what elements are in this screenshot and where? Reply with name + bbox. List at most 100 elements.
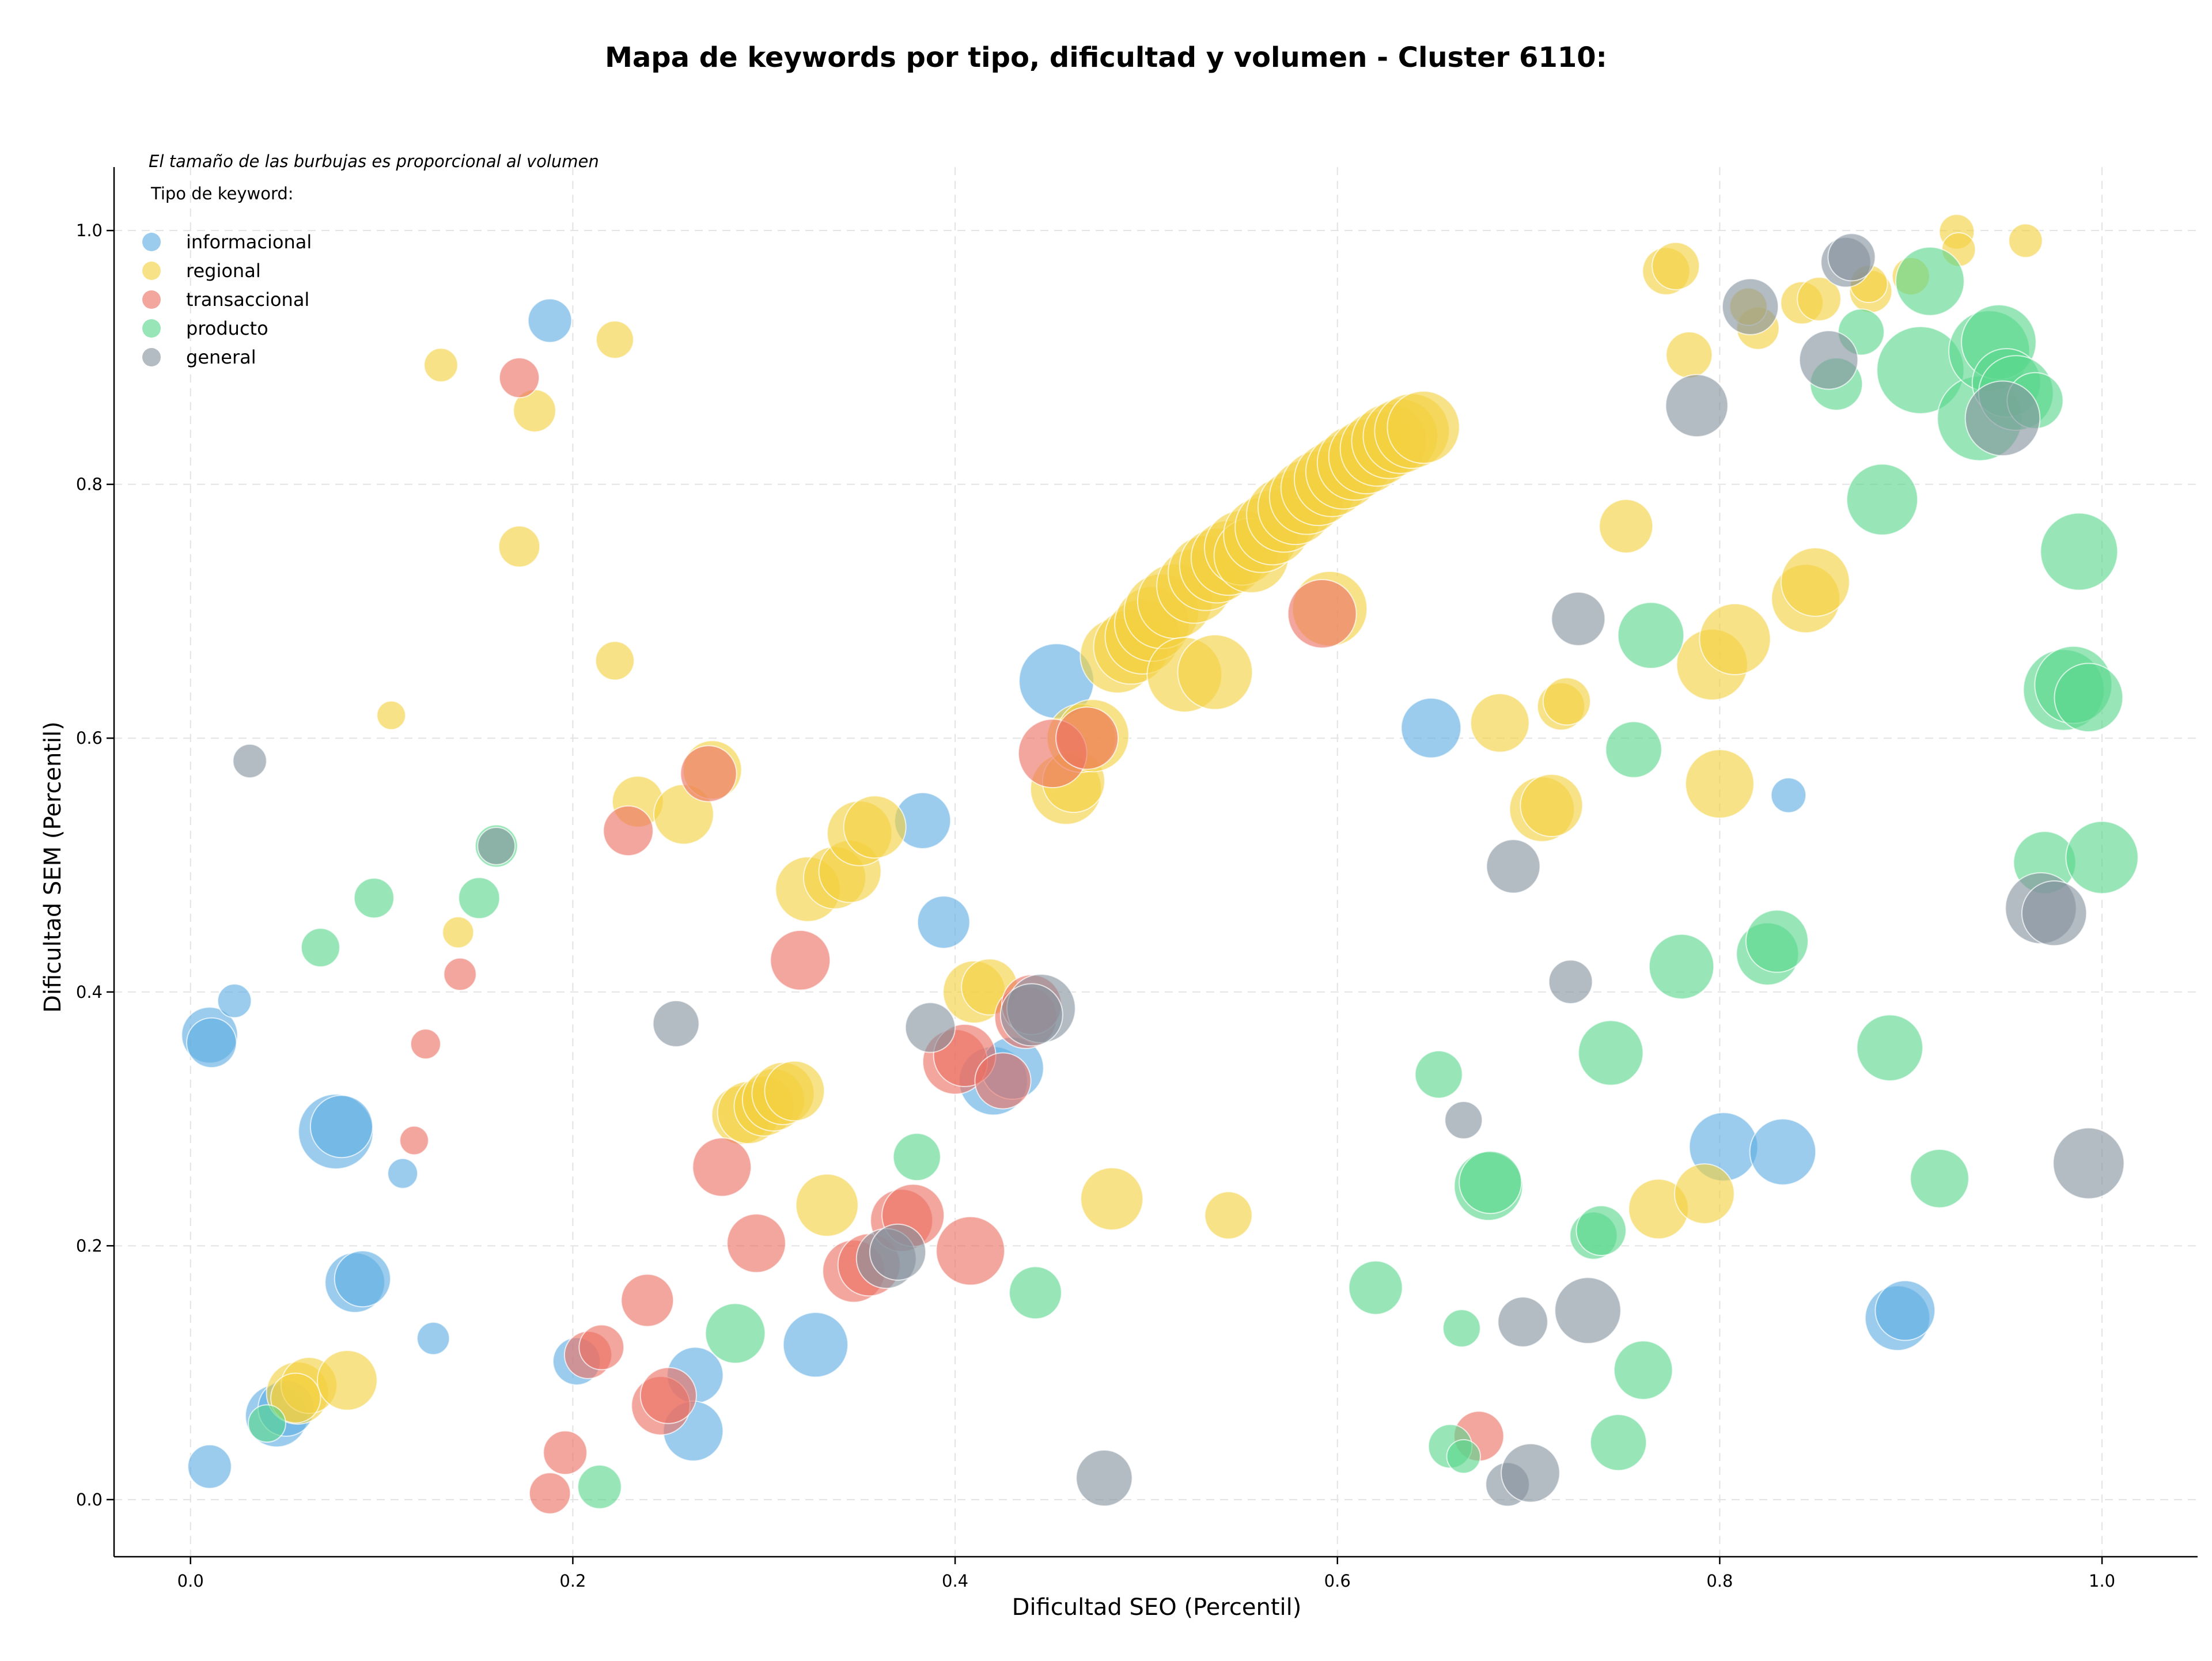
legend-label: transaccional (186, 289, 309, 311)
bubble-producto (1414, 1050, 1463, 1099)
bubble-general (869, 1223, 927, 1281)
bubble-transaccional (680, 745, 737, 803)
bubble-producto (1745, 909, 1809, 973)
bubble-producto (2065, 820, 2139, 894)
bubble-producto (458, 877, 501, 920)
legend-title: Tipo de keyword: (150, 184, 294, 203)
legend-label: producto (186, 317, 268, 339)
bubble-producto (1442, 1309, 1481, 1348)
bubble-producto (1348, 1260, 1403, 1315)
bubble-general (1721, 278, 1779, 335)
bubble-regional (1599, 498, 1654, 554)
bubble-informacional (1400, 697, 1462, 759)
bubble-general (1501, 1443, 1560, 1503)
legend-label: regional (186, 260, 261, 282)
bubble-producto (1459, 1151, 1522, 1214)
bubble-informacional (416, 1322, 450, 1356)
bubble-transaccional (770, 929, 831, 991)
bubble-informacional (782, 1311, 849, 1378)
bubble-general (477, 827, 516, 865)
bubble-general (652, 1000, 700, 1047)
legend-label: general (186, 346, 256, 368)
bubble-informacional (1874, 1280, 1936, 1341)
legend-item-regional: regional (142, 260, 261, 282)
y-tick-label: 0.2 (76, 1236, 103, 1255)
bubbles (181, 214, 2139, 1515)
bubble-transaccional (726, 1213, 786, 1273)
legend-item-producto: producto (142, 317, 268, 339)
bubble-producto (1856, 1014, 1923, 1081)
x-tick-label: 0.2 (559, 1571, 586, 1591)
legend-label: informacional (186, 231, 312, 253)
bubble-producto (353, 877, 395, 919)
bubble-regional (1520, 773, 1584, 837)
y-axis-label: Dificultad SEM (Percentil) (40, 721, 66, 1013)
bubble-general (1444, 1100, 1483, 1140)
series-producto (248, 246, 2139, 1509)
bubble-producto (1617, 601, 1685, 669)
bubble-regional (376, 700, 407, 731)
y-tick-label: 0.8 (76, 475, 103, 494)
bubble-general (1497, 1296, 1548, 1348)
bubble-regional (1542, 677, 1591, 726)
bubble-general (1075, 1449, 1133, 1507)
bubble-producto (248, 1404, 286, 1443)
bubble-producto (1605, 721, 1662, 778)
size-note: El tamaño de las burbujas es proporciona… (149, 152, 599, 171)
bubble-regional (1674, 1163, 1735, 1224)
bubble-general (1486, 839, 1541, 894)
bubble-regional (2008, 223, 2043, 258)
bubble-transaccional (528, 1472, 571, 1515)
bubble-regional (1177, 634, 1253, 710)
bubble-regional (764, 1060, 825, 1122)
bubble-informacional (217, 983, 252, 1019)
bubble-transaccional (410, 1028, 441, 1060)
bubble-producto (1589, 1414, 1647, 1471)
grid (114, 167, 2198, 1557)
legend-item-general: general (142, 346, 256, 368)
bubble-transaccional (543, 1430, 588, 1475)
bubble-transaccional (578, 1324, 625, 1371)
x-tick-label: 0.8 (1706, 1571, 1733, 1591)
bubble-general (1551, 591, 1606, 646)
y-tick-label: 0.6 (76, 728, 103, 748)
legend-item-transaccional: transaccional (142, 289, 309, 311)
bubble-transaccional (498, 357, 540, 399)
bubble-producto (1446, 1439, 1481, 1474)
bubble-regional (498, 525, 541, 568)
legend-marker (142, 348, 161, 366)
bubble-general (1827, 233, 1876, 282)
bubble-regional (596, 320, 634, 359)
bubble-transaccional (974, 1052, 1032, 1110)
bubble-informacional (187, 1444, 232, 1489)
bubble-producto (300, 928, 340, 968)
bubble-regional (1797, 277, 1842, 321)
legend-marker (142, 319, 161, 338)
series-informacional (181, 298, 1936, 1489)
bubble-producto (1613, 1340, 1673, 1400)
bubble-transaccional (1287, 578, 1357, 649)
bubble-regional (594, 641, 635, 681)
bubble-regional (1665, 331, 1713, 379)
bubble-regional (1470, 693, 1530, 753)
bubble-transaccional (935, 1216, 1006, 1286)
bubble-general (2052, 1127, 2125, 1200)
bubble-general (1964, 380, 2041, 456)
bubble-regional (1780, 547, 1850, 617)
legend: informacional regional transaccional produc… (142, 231, 312, 368)
y-tick-label: 1.0 (76, 221, 103, 240)
bubble-general (232, 743, 267, 779)
chart-title: Mapa de keywords por tipo, dificultad y … (605, 41, 1607, 74)
x-tick-label: 0.6 (1324, 1571, 1351, 1591)
bubble-transaccional (1055, 706, 1119, 770)
bubble-informacional (309, 1095, 373, 1159)
bubble-general (1798, 330, 1859, 390)
bubble-informacional (527, 298, 573, 343)
bubble-transaccional (620, 1273, 675, 1327)
bubble-general (999, 983, 1063, 1047)
bubble-informacional (1749, 1118, 1817, 1186)
bubble-general (904, 1002, 956, 1053)
bubble-producto (2040, 512, 2119, 591)
bubble-regional (1387, 390, 1460, 464)
